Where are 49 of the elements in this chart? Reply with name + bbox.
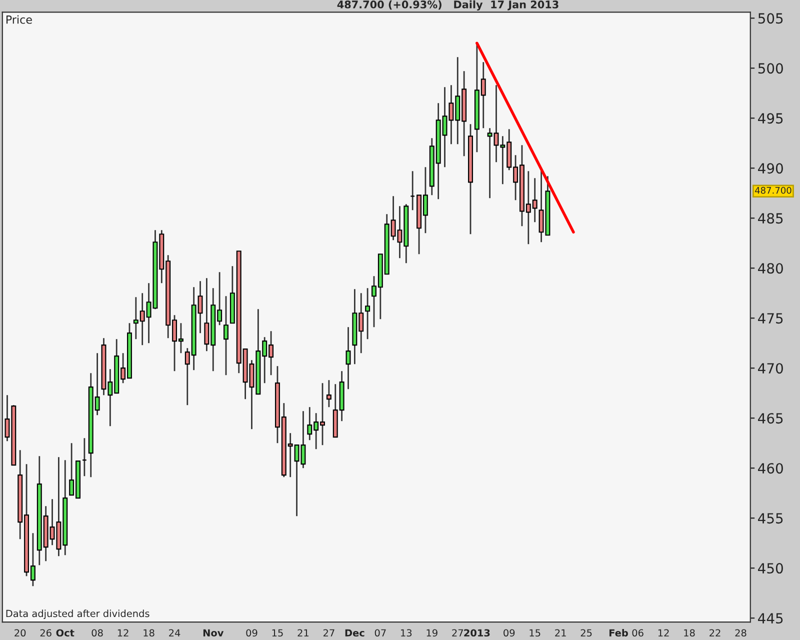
x-tick-label: 13 <box>401 629 412 637</box>
y-tick-label: 485 <box>758 213 783 224</box>
y-tick-label: 480 <box>758 263 783 274</box>
x-tick-label: 15 <box>272 629 283 637</box>
candlestick <box>326 379 332 408</box>
x-tick-label: 06 <box>632 629 644 637</box>
y-tick-label: 495 <box>758 113 783 124</box>
chart-title: 487.700 (+0.93%) Daily 17 Jan 2013 <box>337 0 558 11</box>
x-tick-label: 18 <box>684 629 695 637</box>
x-tick-label: 15 <box>530 629 540 637</box>
y-tick-label: 450 <box>758 563 783 574</box>
x-tick-label: 21 <box>555 629 566 636</box>
x-tick-label: 19 <box>426 629 438 637</box>
x-tick-label: 2013 <box>464 629 490 637</box>
y-tick-label: 465 <box>758 413 783 424</box>
x-tick-label: 27 <box>452 629 463 636</box>
x-tick-label: 09 <box>504 629 515 637</box>
y-axis-title: Price <box>6 15 32 24</box>
x-tick-label: 24 <box>169 629 180 636</box>
y-tick-label: 505 <box>758 13 783 24</box>
x-tick-label: 18 <box>144 629 154 637</box>
x-tick-label: 09 <box>246 629 258 637</box>
y-tick-label: 500 <box>758 63 783 74</box>
x-tick-label: Dec <box>345 629 364 637</box>
x-tick-label: 12 <box>118 629 128 636</box>
x-tick-label: 25 <box>580 629 592 637</box>
y-tick-label: 470 <box>758 363 783 374</box>
y-tick-label: 445 <box>758 613 783 624</box>
x-tick-label: Oct <box>56 629 74 637</box>
x-tick-label: 22 <box>710 629 720 636</box>
candlestick <box>365 287 370 340</box>
annotation: Data adjusted after dividends <box>6 610 150 620</box>
x-tick-label: 27 <box>323 629 334 636</box>
x-tick-label: 12 <box>658 629 669 636</box>
x-tick-label: 21 <box>298 629 308 636</box>
x-tick-label: 07 <box>374 629 386 637</box>
x-tick-label: Nov <box>203 629 224 637</box>
x-tick-label: 26 <box>40 629 52 637</box>
x-tick-label: 20 <box>14 629 26 637</box>
y-tick-label: 475 <box>758 313 783 324</box>
y-tick-label: 460 <box>758 463 783 474</box>
candlestick <box>346 326 351 390</box>
candlestick <box>224 295 228 376</box>
x-tick-label: 08 <box>92 629 103 637</box>
text: 487.700 <box>755 186 792 194</box>
y-tick-label: 455 <box>758 513 783 524</box>
y-tick-label: 490 <box>758 163 783 174</box>
x-tick-label: Feb <box>609 629 628 637</box>
x-tick-label: 28 <box>735 629 746 637</box>
